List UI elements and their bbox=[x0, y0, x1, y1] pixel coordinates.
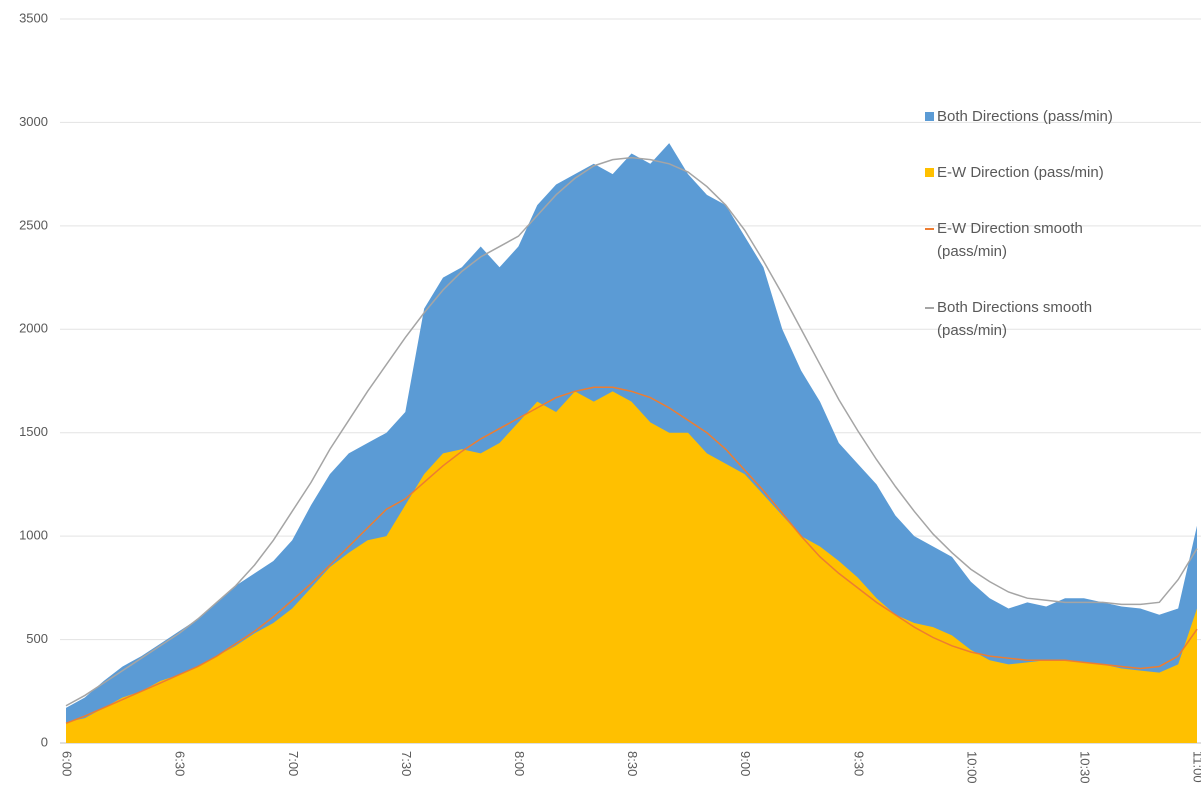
y-tick-label: 0 bbox=[41, 734, 48, 749]
legend-marker bbox=[925, 112, 934, 121]
x-tick-label: 9:00 bbox=[738, 751, 753, 776]
legend-marker bbox=[925, 228, 934, 230]
y-tick-label: 2000 bbox=[19, 321, 48, 336]
line bbox=[65, 386, 1198, 725]
legend-marker bbox=[925, 307, 934, 309]
area bbox=[66, 391, 1197, 743]
legend-label: E-W Direction smooth (pass/min) bbox=[937, 220, 1083, 260]
y-tick-label: 3000 bbox=[19, 114, 48, 129]
x-tick-label: 8:00 bbox=[512, 751, 527, 776]
x-tick-label: 10:00 bbox=[964, 751, 979, 784]
legend: Both Directions (pass/min) E-W Direction … bbox=[925, 105, 1175, 375]
legend-item: E-W Direction smooth (pass/min) bbox=[925, 217, 1175, 263]
y-tick-label: 500 bbox=[26, 631, 48, 646]
legend-marker bbox=[925, 168, 934, 177]
x-tick-label: 6:30 bbox=[173, 751, 188, 776]
legend-item: Both Directions smooth (pass/min) bbox=[925, 296, 1175, 342]
x-tick-label: 8:30 bbox=[625, 751, 640, 776]
x-tick-label: 10:30 bbox=[1077, 751, 1092, 784]
legend-label: E-W Direction (pass/min) bbox=[937, 164, 1104, 181]
x-tick-label: 6:00 bbox=[60, 751, 75, 776]
x-tick-label: 9:30 bbox=[851, 751, 866, 776]
x-tick-label: 11:00 bbox=[1191, 751, 1201, 783]
legend-label: Both Directions (pass/min) bbox=[937, 108, 1113, 125]
legend-item: Both Directions (pass/min) bbox=[925, 105, 1175, 128]
legend-item: E-W Direction (pass/min) bbox=[925, 161, 1175, 184]
x-tick-label: 7:30 bbox=[399, 751, 414, 776]
y-tick-label: 1500 bbox=[19, 424, 48, 439]
legend-label: Both Directions smooth (pass/min) bbox=[937, 299, 1093, 339]
line bbox=[65, 156, 1198, 707]
y-tick-label: 1000 bbox=[19, 528, 48, 543]
y-tick-label: 2500 bbox=[19, 217, 48, 232]
y-tick-label: 3500 bbox=[19, 10, 48, 25]
x-tick-label: 7:00 bbox=[286, 751, 301, 776]
